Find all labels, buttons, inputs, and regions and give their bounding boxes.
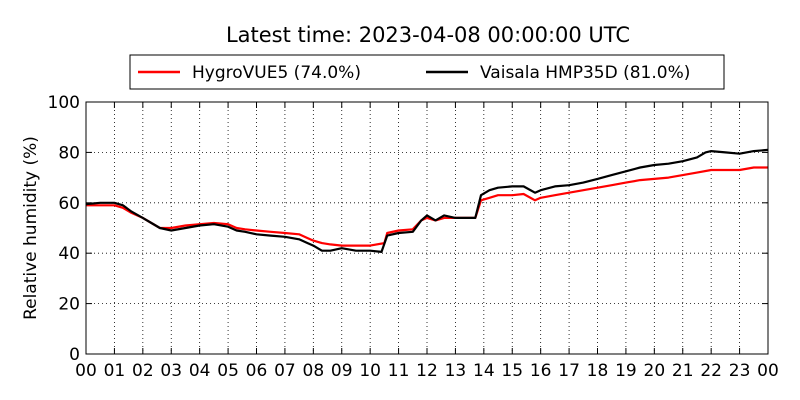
x-tick-label: 04 [189, 361, 211, 381]
x-tick-label: 19 [615, 361, 637, 381]
y-tick-label: 100 [48, 93, 80, 113]
grid-lines [86, 102, 768, 354]
x-tick-label: 21 [672, 361, 694, 381]
x-tick-label: 20 [644, 361, 666, 381]
x-tick-label: 13 [445, 361, 467, 381]
x-tick-label: 10 [359, 361, 381, 381]
x-tick-label: 07 [274, 361, 296, 381]
y-axis-label: Relative humidity (%) [21, 136, 41, 320]
x-tick-label: 00 [75, 361, 97, 381]
x-tick-label: 06 [246, 361, 268, 381]
x-tick-label: 15 [501, 361, 523, 381]
x-tick-label: 01 [104, 361, 126, 381]
x-tick-label: 09 [331, 361, 353, 381]
legend-label-1: Vaisala HMP35D (81.0%) [480, 63, 690, 83]
x-tick-label: 22 [700, 361, 722, 381]
y-tick-label: 40 [58, 244, 80, 264]
x-tick-label: 00 [757, 361, 779, 381]
x-tick-label: 03 [160, 361, 182, 381]
x-tick-label: 16 [530, 361, 552, 381]
y-tick-label: 0 [69, 345, 80, 365]
axis-ticks: 0 20 40 60 80 100 00 01 02 03 04 05 06 07 08 09 10 11 12 13… [48, 93, 779, 381]
x-tick-label: 05 [217, 361, 239, 381]
x-tick-label: 08 [303, 361, 325, 381]
x-tick-label: 14 [473, 361, 495, 381]
x-tick-label: 02 [132, 361, 154, 381]
y-tick-label: 20 [58, 295, 80, 315]
x-tick-label: 18 [587, 361, 609, 381]
x-tick-label: 12 [416, 361, 438, 381]
x-tick-label: 23 [729, 361, 751, 381]
series-lines [85, 148, 769, 253]
x-tick-label: 17 [558, 361, 580, 381]
series-line-1 [85, 148, 769, 253]
y-tick-label: 60 [58, 194, 80, 214]
legend-label-0: HygroVUE5 (74.0%) [192, 63, 361, 83]
legend: HygroVUE5 (74.0%) Vaisala HMP35D (81.0%) [129, 54, 725, 90]
x-tick-label: 11 [388, 361, 410, 381]
chart-title: Latest time: 2023-04-08 00:00:00 UTC [226, 23, 630, 47]
y-tick-label: 80 [58, 143, 80, 163]
